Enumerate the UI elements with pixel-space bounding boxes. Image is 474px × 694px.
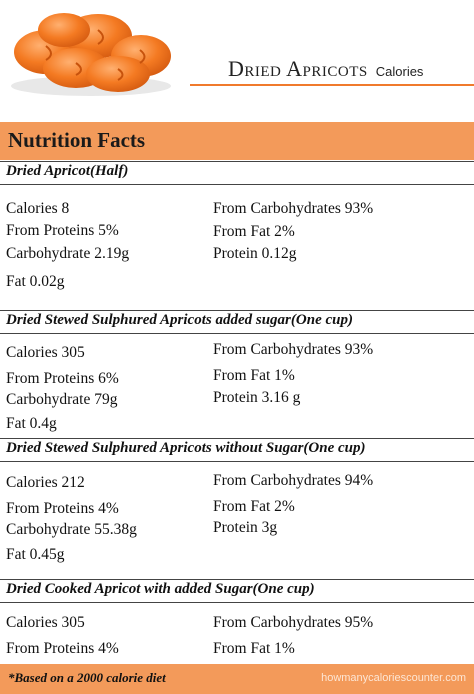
section-divider <box>0 310 474 311</box>
section-title: Dried Apricot(Half) <box>6 163 129 179</box>
section-divider <box>0 579 474 580</box>
section-value: From Carbohydrates 93% <box>213 200 374 217</box>
section-value: Fat 0.45g <box>6 546 65 563</box>
footer-bar <box>0 664 474 694</box>
section-value: Calories 212 <box>6 474 85 491</box>
section-value: From Fat 2% <box>213 223 295 240</box>
title-sub: Calories <box>375 64 424 79</box>
section-value: From Proteins 5% <box>6 222 119 239</box>
section-value: Carbohydrate 2.19g <box>6 245 130 262</box>
section-value: Calories 305 <box>6 614 85 631</box>
section-value: Carbohydrate 79g <box>6 391 118 408</box>
section-value: From Proteins 4% <box>6 500 119 517</box>
section-value: From Carbohydrates 94% <box>213 472 374 489</box>
section-value: From Fat 1% <box>213 367 295 384</box>
section-divider <box>0 438 474 439</box>
section-divider <box>0 161 474 162</box>
nutrition-facts-bar <box>0 122 474 160</box>
footer-note: *Based on a 2000 calorie diet <box>8 670 166 685</box>
section-value: From Carbohydrates 95% <box>213 614 374 631</box>
section-title: Dried Stewed Sulphured Apricots without … <box>6 440 366 456</box>
section-value: From Carbohydrates 93% <box>213 341 374 358</box>
section-value: From Proteins 6% <box>6 370 119 387</box>
section-divider <box>0 333 474 334</box>
section-value: From Fat 1% <box>213 640 295 657</box>
section-value: Fat 0.02g <box>6 273 65 290</box>
section-value: Calories 305 <box>6 344 85 361</box>
nutrition-facts-title: Nutrition Facts <box>8 128 146 152</box>
dried-apricots-image <box>11 13 171 96</box>
section-title: Dried Stewed Sulphured Apricots added su… <box>6 312 353 328</box>
section-value: Protein 0.12g <box>213 245 297 262</box>
section-value: Protein 3.16 g <box>213 389 301 406</box>
section-divider <box>0 602 474 603</box>
title-underline <box>190 84 474 86</box>
title-main: Dried Apricots <box>228 56 368 81</box>
section-divider <box>0 184 474 185</box>
footer-site-link[interactable]: howmanycaloriescounter.com <box>321 672 466 684</box>
section-divider <box>0 461 474 462</box>
section-value: Carbohydrate 55.38g <box>6 521 137 538</box>
section-value: From Proteins 4% <box>6 640 119 657</box>
section-value: Calories 8 <box>6 200 70 217</box>
section-value: Fat 0.4g <box>6 415 57 432</box>
header: Dried Apricots Calories <box>0 0 474 110</box>
page-title: Dried Apricots Calories <box>228 56 423 82</box>
section-value: Protein 3g <box>213 519 278 536</box>
section-value: From Fat 2% <box>213 498 295 515</box>
section-title: Dried Cooked Apricot with added Sugar(On… <box>6 581 315 597</box>
